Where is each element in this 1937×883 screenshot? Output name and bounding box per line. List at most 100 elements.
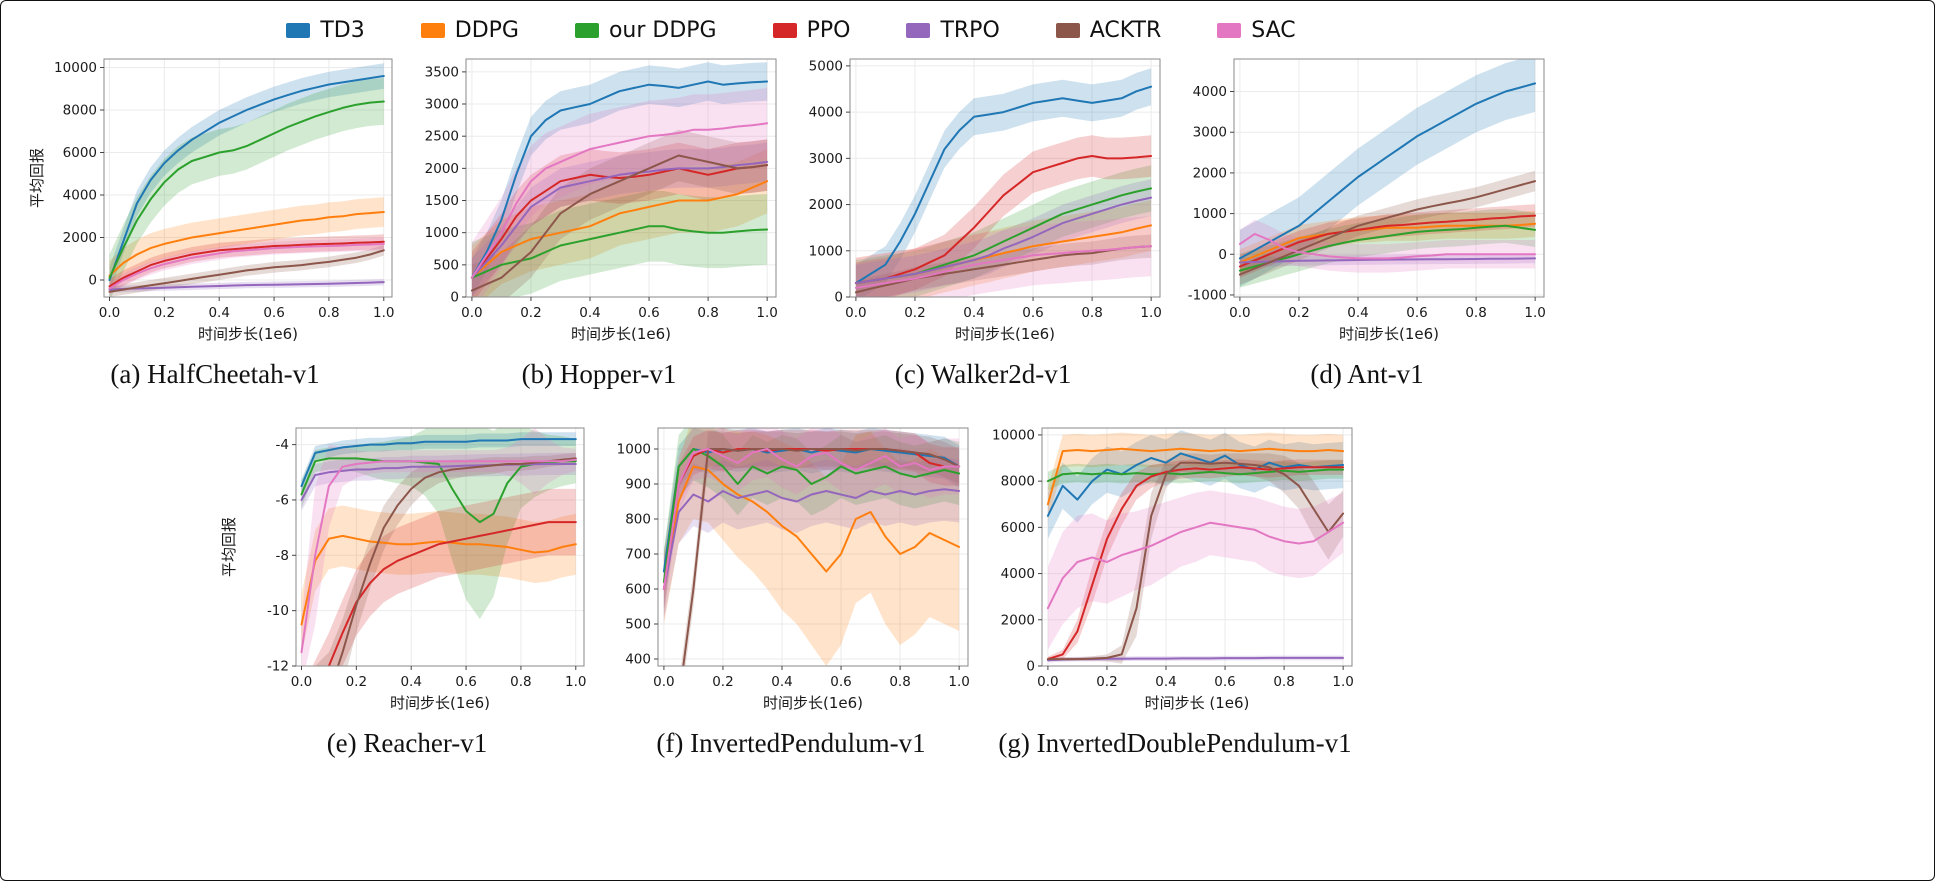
y-tick-label: 1000 — [425, 225, 459, 241]
line-PPO — [1046, 466, 1345, 661]
band-PPO — [109, 234, 384, 294]
line-TRPO — [854, 196, 1153, 285]
line-ACKTR — [1046, 461, 1345, 661]
x-tick-label: 0.8 — [697, 305, 718, 321]
chart-caption-ant: (d) Ant-v1 — [1310, 359, 1424, 389]
x-tick-label: 0.6 — [263, 305, 284, 321]
line-SAC — [300, 458, 577, 654]
chart-caption-invertedpendulum: (f) InvertedPendulum-v1 — [656, 728, 926, 758]
y-tick-label: 900 — [625, 477, 651, 493]
line-TD3 — [470, 80, 769, 279]
y-tick-label: 10000 — [54, 60, 97, 76]
x-tick-label: 0.6 — [1022, 305, 1043, 321]
chart-figure-halfcheetah: 0.0 0.2 0.4 0.6 0.8 1.0 0 2000 4000 6000 8000 10000… — [26, 49, 404, 390]
y-tick-label: 10000 — [992, 427, 1035, 443]
plot-border — [103, 58, 393, 298]
band-TD3 — [663, 428, 960, 593]
y-axis-label: 平均回报 — [220, 517, 238, 577]
y-tick-label: 8000 — [1001, 474, 1035, 490]
band-SAC — [471, 87, 768, 297]
chart-figure-reacher: 0.0 0.2 0.4 0.6 0.8 1.0 -12 -10 -8 -6 -4 时间步长(1e6) 平… — [218, 418, 596, 759]
y-tick-label: 2500 — [425, 129, 459, 145]
chart-host-halfcheetah: 0.0 0.2 0.4 0.6 0.8 1.0 0 2000 4000 6000 8000 10000… — [26, 49, 404, 349]
y-tick-label: 700 — [625, 547, 651, 563]
plot-border — [295, 427, 585, 667]
band-ACKTR — [855, 234, 1152, 297]
x-tick-label: 0.2 — [154, 305, 175, 321]
x-axis-label: 时间步长(1e6) — [390, 694, 490, 712]
x-tick-label: 0.4 — [1347, 305, 1368, 321]
chart-figure-invertedpendulum: 0.0 0.2 0.4 0.6 0.8 1.0 400 500 600 700 800 900 1000… — [602, 418, 980, 759]
line-our DDPG — [1238, 224, 1537, 272]
legend-item-td3: TD3 — [286, 18, 365, 43]
line-TD3 — [854, 85, 1153, 285]
legend-item-acktr: ACKTR — [1055, 18, 1161, 43]
y-tick-label: -10 — [267, 603, 289, 619]
x-tick-label: 0.2 — [346, 674, 367, 690]
charts-row-bottom: 0.0 0.2 0.4 0.6 0.8 1.0 -12 -10 -8 -6 -4 时间步长(1e6) 平… — [1, 418, 1581, 759]
y-tick-label: 4000 — [809, 105, 843, 121]
y-tick-label: 4000 — [1001, 566, 1035, 582]
legend-swatch-td3 — [286, 22, 311, 38]
band-PPO — [663, 429, 960, 609]
x-tick-label: 1.0 — [756, 305, 777, 321]
band-TD3 — [1239, 59, 1536, 287]
legend-label-ddpg: DDPG — [454, 17, 519, 43]
line-SAC — [108, 242, 385, 290]
band-PPO — [312, 488, 576, 666]
band-TD3 — [1047, 430, 1344, 539]
chart-host-invertedpendulum: 0.0 0.2 0.4 0.6 0.8 1.0 400 500 600 700 800 900 1000… — [602, 418, 980, 718]
x-tick-label: 1.0 — [1524, 305, 1545, 321]
y-tick-label: 3000 — [425, 97, 459, 113]
line-PPO — [327, 521, 577, 666]
y-tick-label: 4000 — [1193, 84, 1227, 100]
plot-border — [1041, 427, 1353, 667]
legend-swatch-trpo — [906, 22, 931, 38]
x-tick-label: 1.0 — [948, 674, 969, 690]
legend-swatch-sac — [1217, 22, 1242, 38]
line-our DDPG — [662, 448, 961, 583]
y-tick-label: 5000 — [809, 58, 843, 74]
y-tick-label: 3000 — [1193, 125, 1227, 141]
x-tick-label: 0.4 — [771, 674, 792, 690]
chart-figure-ant: 0.0 0.2 0.4 0.6 0.8 1.0 -1000 0 1000 2000 3000 4000… — [1178, 49, 1556, 390]
legend-swatch-ppo — [772, 22, 797, 38]
plot-border — [465, 58, 777, 298]
legend-item-trpo: TRPO — [906, 17, 1000, 43]
y-tick-label: 1500 — [425, 193, 459, 209]
line-PPO — [854, 155, 1153, 285]
chart-figure-hopper: 0.0 0.2 0.4 0.6 0.8 1.0 0 500 1000 1500 2000 2500 30… — [410, 49, 788, 390]
x-axis-label: 时间步长(1e6) — [955, 325, 1055, 343]
y-tick-label: 3000 — [809, 151, 843, 167]
line-ACKTR — [470, 154, 769, 292]
band-SAC — [109, 237, 384, 295]
band-DDPG — [471, 149, 768, 297]
line-DDPG — [108, 211, 385, 277]
line-TRPO — [662, 488, 961, 590]
line-ACKTR — [108, 249, 385, 293]
legend-label-trpo: TRPO — [940, 17, 1000, 43]
x-axis-label: 时间步长(1e6) — [763, 694, 863, 712]
chart-host-inverteddoublependulum: 0.0 0.2 0.4 0.6 0.8 1.0 0 2000 4000 6000 8000 10000… — [986, 418, 1364, 718]
x-tick-label: 0.4 — [400, 674, 421, 690]
line-DDPG — [300, 534, 577, 626]
chart-caption-halfcheetah: (a) HalfCheetah-v1 — [110, 359, 320, 389]
chart-caption-inverteddoublependulum: (g) InvertedDoublePendulum-v1 — [998, 728, 1352, 758]
x-tick-label: 0.0 — [99, 305, 120, 321]
x-tick-label: 1.0 — [373, 305, 394, 321]
chart-walker2d: 0.0 0.2 0.4 0.6 0.8 1.0 0 1000 2000 3000 4000 5000 时… — [809, 58, 1162, 343]
x-axis-label: 时间步长(1e6) — [198, 325, 298, 343]
legend-swatch-acktr — [1055, 22, 1080, 38]
x-tick-label: 0.8 — [510, 674, 531, 690]
line-TRPO — [108, 281, 385, 291]
band-SAC — [1047, 490, 1344, 650]
x-tick-label: 0.8 — [318, 305, 339, 321]
y-tick-label: 2000 — [1001, 612, 1035, 628]
line-DDPG — [470, 180, 769, 279]
y-tick-label: 0 — [88, 273, 97, 289]
x-tick-label: 0.2 — [1288, 305, 1309, 321]
legend-swatch-our-ddpg — [574, 22, 599, 38]
x-tick-label: 0.8 — [889, 674, 910, 690]
x-tick-label: 0.4 — [579, 305, 600, 321]
